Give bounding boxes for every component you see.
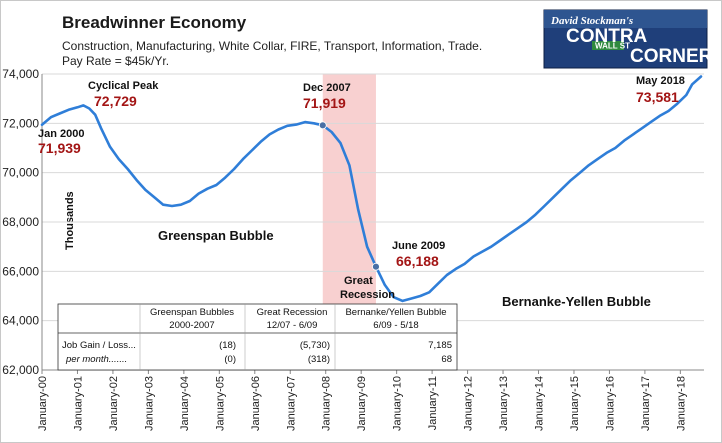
y-tick-label: 68,000 bbox=[2, 215, 39, 229]
y-axis-title: Thousands bbox=[64, 191, 76, 250]
annotation-cyclical-peak: Cyclical Peak 72,729 bbox=[88, 80, 159, 109]
annotation-jan-2000-label: Jan 2000 bbox=[38, 128, 84, 140]
x-tick-label: January-13 bbox=[498, 376, 510, 431]
x-tick-label: January-01 bbox=[72, 376, 84, 431]
annotation-jan-2000: Jan 2000 71,939 bbox=[38, 128, 84, 156]
table-cell-per-month-bernanke-yellen: 68 bbox=[441, 354, 452, 365]
annotation-cyclical-peak-value: 72,729 bbox=[94, 93, 137, 109]
bernanke-yellen-bubble-label: Bernanke-Yellen Bubble bbox=[502, 294, 651, 309]
x-tick-label: January-00 bbox=[37, 376, 49, 431]
table-header-bernanke-yellen: Bernanke/Yellen Bubble bbox=[345, 307, 446, 318]
annotation-may-2018-label: May 2018 bbox=[636, 75, 685, 87]
y-tick-label: 64,000 bbox=[2, 314, 39, 328]
chart-subtitle-line-1: Construction, Manufacturing, White Colla… bbox=[62, 39, 482, 53]
chart-subtitle-line-2: Pay Rate = $45k/Yr. bbox=[62, 54, 169, 68]
x-tick-label: January-18 bbox=[675, 376, 687, 431]
annotation-june-2009-label: June 2009 bbox=[392, 240, 445, 252]
table-subheader-great-recession: 12/07 - 6/09 bbox=[267, 320, 318, 331]
x-tick-label: January-06 bbox=[250, 376, 262, 431]
x-tick-label: January-17 bbox=[640, 376, 652, 431]
x-tick-label: January-02 bbox=[108, 376, 120, 431]
series-line bbox=[40, 75, 703, 303]
x-tick-label: January-10 bbox=[392, 376, 404, 431]
table-cell-job-gain-bernanke-yellen: 7,185 bbox=[428, 340, 452, 351]
greenspan-bubble-label: Greenspan Bubble bbox=[158, 228, 274, 243]
x-tick-label: January-11 bbox=[427, 376, 439, 430]
x-tick-label: January-03 bbox=[143, 376, 155, 431]
x-tick-label: January-07 bbox=[285, 376, 297, 431]
table-row-label-job-gain: Job Gain / Loss... bbox=[62, 340, 136, 351]
table-cell-job-gain-great-recession: (5,730) bbox=[300, 340, 330, 351]
annotation-june-2009-value: 66,188 bbox=[396, 253, 439, 269]
y-tick-label: 66,000 bbox=[2, 264, 39, 278]
table-row-label-per-month: per month....... bbox=[65, 354, 127, 365]
table-subheader-greenspan: 2000-2007 bbox=[169, 320, 214, 331]
annotation-dec-2007-label: Dec 2007 bbox=[303, 82, 351, 94]
annotation-dec-2007: Dec 2007 71,919 bbox=[303, 82, 351, 111]
annotation-may-2018: May 2018 73,581 bbox=[636, 75, 685, 105]
table-cell-per-month-great-recession: (318) bbox=[308, 354, 330, 365]
logo-sign: WALL ST bbox=[595, 42, 630, 51]
x-tick-label: January-12 bbox=[463, 376, 475, 431]
series-line-layer bbox=[40, 75, 703, 303]
chart-title: Breadwinner Economy bbox=[62, 13, 247, 32]
logo-corner: CORNER bbox=[630, 46, 713, 67]
annotation-marker bbox=[318, 121, 327, 130]
x-tick-label: January-16 bbox=[604, 376, 616, 431]
table-cell-job-gain-greenspan: (18) bbox=[219, 340, 236, 351]
y-tick-label: 74,000 bbox=[2, 67, 39, 81]
annotation-cyclical-peak-label: Cyclical Peak bbox=[88, 80, 159, 92]
annotation-jan-2000-value: 71,939 bbox=[38, 140, 81, 156]
markers bbox=[318, 121, 380, 271]
x-tick-label: January-09 bbox=[356, 376, 368, 431]
great-recession-label-word-1: Great bbox=[344, 275, 373, 287]
annotation-may-2018-value: 73,581 bbox=[636, 89, 679, 105]
summary-table-box bbox=[57, 303, 458, 371]
great-recession-label-word-2: Recession bbox=[340, 289, 395, 301]
great-recession-label: Great Recession bbox=[340, 275, 395, 301]
annotation-marker bbox=[372, 262, 380, 271]
x-tick-label: January-08 bbox=[321, 376, 333, 431]
summary-table: Greenspan Bubbles Great Recession Bernan… bbox=[57, 303, 458, 371]
x-tick-label: January-05 bbox=[214, 376, 226, 431]
annotation-june-2009: June 2009 66,188 bbox=[392, 240, 445, 269]
contra-corner-logo: David Stockman's CONTRA CORNER WALL ST bbox=[543, 9, 713, 69]
x-axis-ticks: January-00 January-01 January-02 January-03… bbox=[37, 370, 687, 431]
logo-contra: CONTRA bbox=[566, 26, 648, 47]
y-tick-label: 72,000 bbox=[2, 116, 39, 130]
x-tick-label: January-04 bbox=[179, 376, 191, 431]
table-header-greenspan: Greenspan Bubbles bbox=[150, 307, 234, 318]
table-header-great-recession: Great Recession bbox=[257, 307, 328, 318]
table-subheader-bernanke-yellen: 6/09 - 5/18 bbox=[373, 320, 418, 331]
x-tick-label: January-14 bbox=[534, 376, 546, 431]
x-tick-label: January-15 bbox=[569, 376, 581, 431]
logo-script: David Stockman's bbox=[550, 15, 633, 27]
y-tick-label: 70,000 bbox=[2, 166, 39, 180]
y-tick-label: 62,000 bbox=[2, 363, 39, 377]
y-axis-ticks: 62,000 64,000 66,000 68,000 70,000 72,000 74,0… bbox=[2, 67, 39, 377]
annotation-dec-2007-value: 71,919 bbox=[303, 95, 346, 111]
table-cell-per-month-greenspan: (0) bbox=[224, 354, 236, 365]
